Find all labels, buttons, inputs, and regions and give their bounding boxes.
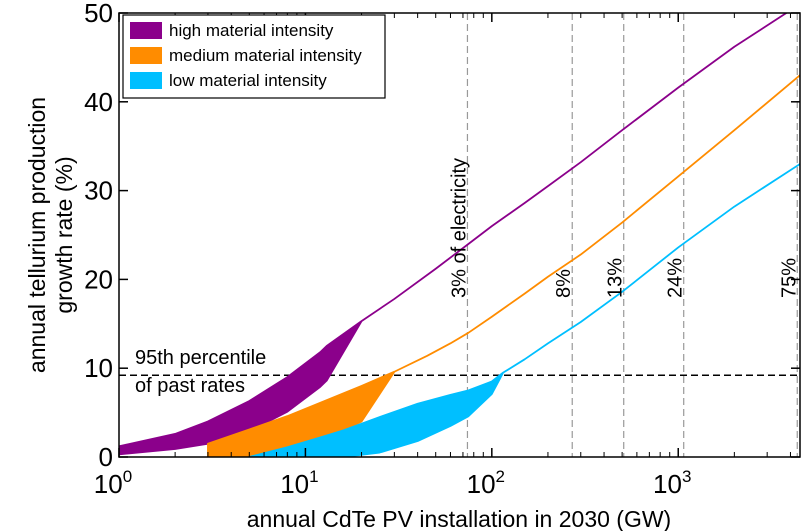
legend-swatch-2 [130,47,162,64]
percentile-label-line-2: of past rates [135,375,245,397]
plot-area [119,13,800,457]
series-band-2 [207,74,800,457]
y-tick-label-3: 20 [84,264,113,294]
percentile-label-line-1: 95th percentile [135,347,266,369]
x-tick-exponent-3: 2 [496,467,505,486]
legend-swatch-1 [130,22,162,39]
plot-frame [118,12,801,458]
y-tick-label-5: 40 [84,87,113,117]
legend-label-1: high material intensity [169,21,334,40]
x-tick-exponent-2: 1 [309,467,318,486]
y-tick-label-6: 50 [84,0,113,28]
y-axis-title-line-2: growth rate (%) [51,156,77,313]
vertical-line-label-1: 3% of electricity [448,158,470,298]
vertical-line-label-4: 24% [665,258,687,298]
annotations: 3% of electricity 8% 13% 24% 75% 95th percent… [135,158,800,397]
vertical-line-label-3: 13% [605,258,627,298]
vertical-line-label-2: 8% [553,269,575,298]
x-tick-label-2: 101 [280,467,318,499]
y-axis-title-line-1: annual tellurium production [24,97,50,373]
x-tick-exponent-1: 0 [123,467,132,486]
legend-box [122,14,386,99]
y-tick-label-2: 10 [84,353,113,383]
y-tick-label-4: 30 [84,176,113,206]
x-tick-label-3: 102 [467,467,505,499]
plot-content [119,13,800,457]
x-tick-exponent-4: 3 [682,467,691,486]
legend-label-3: low material intensity [169,71,327,90]
series-band-1 [119,13,788,456]
x-tick-label-4: 103 [653,467,691,499]
x-axis-title: annual CdTe PV installation in 2030 (GW) [247,506,671,531]
legend: high material intensity medium material i… [122,14,386,99]
y-tick-label-1: 0 [99,442,113,472]
vertical-line-label-5: 75% [778,258,800,298]
legend-swatch-3 [130,72,162,89]
series-band-3 [248,163,800,457]
legend-label-2: medium material intensity [169,46,362,65]
